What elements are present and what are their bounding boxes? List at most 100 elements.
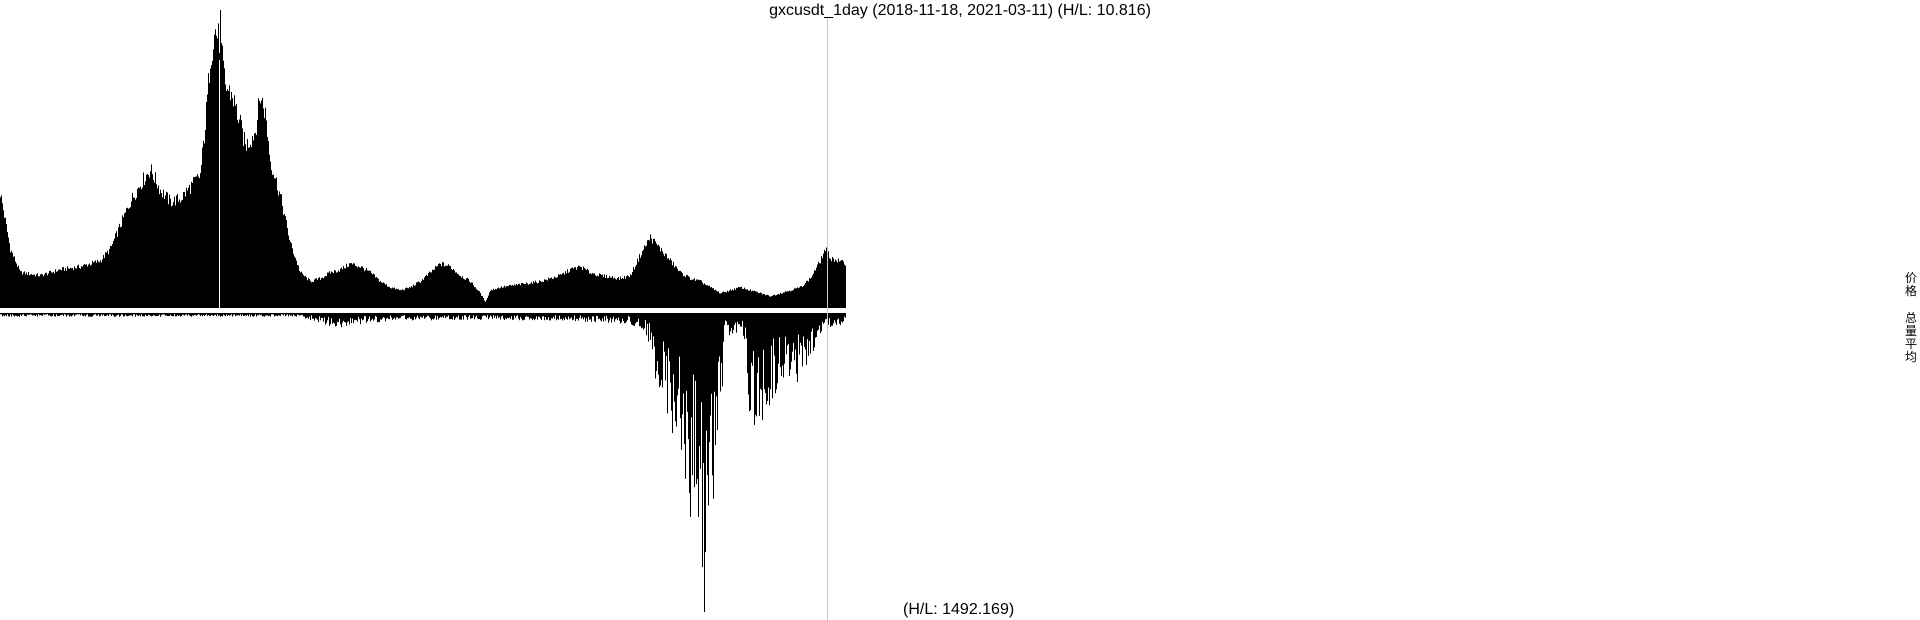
price-column <box>679 270 680 308</box>
price-column <box>421 281 422 308</box>
price-column <box>128 208 129 308</box>
price-column <box>27 275 28 308</box>
price-column <box>340 268 341 308</box>
price-column <box>438 264 439 308</box>
volume-bar <box>303 313 304 317</box>
volume-bar <box>535 313 536 319</box>
price-column <box>509 284 510 308</box>
price-column <box>770 296 771 308</box>
price-column <box>189 184 190 308</box>
price-column <box>728 291 729 308</box>
volume-bar <box>122 313 123 315</box>
price-column <box>720 293 721 308</box>
volume-bar <box>540 313 541 319</box>
volume-bar <box>839 313 840 324</box>
volume-bar <box>754 313 755 425</box>
price-column <box>235 105 236 308</box>
price-column <box>478 290 479 308</box>
price-column <box>231 91 232 308</box>
volume-bar <box>166 313 167 316</box>
volume-bar <box>659 313 660 388</box>
price-column <box>798 288 799 308</box>
price-column <box>242 128 243 308</box>
volume-bar <box>277 313 278 316</box>
volume-bar <box>167 313 168 316</box>
volume-bar <box>578 313 579 321</box>
price-column <box>659 246 660 308</box>
price-column <box>320 279 321 308</box>
volume-bar <box>618 313 619 318</box>
price-column <box>779 294 780 308</box>
volume-bar <box>757 313 758 373</box>
price-column <box>36 274 37 308</box>
volume-bar <box>341 313 342 328</box>
price-column <box>539 280 540 308</box>
volume-bar <box>748 313 749 395</box>
price-column <box>822 258 823 308</box>
price-column <box>232 98 233 308</box>
price-column <box>572 267 573 308</box>
volume-bar <box>202 313 203 317</box>
volume-bar <box>40 313 41 316</box>
price-column <box>373 273 374 308</box>
volume-bar <box>756 313 757 417</box>
price-column <box>33 274 34 308</box>
volume-bar <box>586 313 587 319</box>
volume-bar <box>324 313 325 318</box>
volume-bar <box>85 313 86 317</box>
volume-bar <box>26 313 27 317</box>
price-column <box>199 178 200 308</box>
volume-bar <box>686 313 687 391</box>
price-column <box>259 100 260 309</box>
chart-title: gxcusdt_1day (2018-11-18, 2021-03-11) (H… <box>769 2 1151 19</box>
volume-bar <box>729 313 730 336</box>
price-column <box>691 279 692 308</box>
volume-bar <box>169 313 170 317</box>
volume-bar <box>330 313 331 325</box>
volume-bar <box>527 313 528 317</box>
volume-bar <box>146 313 147 316</box>
volume-bar <box>46 313 47 315</box>
volume-bar <box>815 313 816 338</box>
price-column <box>107 250 108 308</box>
volume-bar <box>562 313 563 321</box>
price-column <box>594 273 595 308</box>
price-column <box>742 289 743 308</box>
price-column <box>692 279 693 308</box>
volume-bar <box>510 313 511 319</box>
price-column <box>477 290 478 308</box>
price-column <box>388 286 389 308</box>
volume-bar <box>73 313 74 315</box>
price-column <box>481 295 482 308</box>
price-column <box>574 267 575 308</box>
price-column <box>423 279 424 308</box>
price-column <box>609 276 610 308</box>
volume-bar <box>389 313 390 320</box>
volume-bar <box>280 313 281 317</box>
price-column <box>645 246 646 308</box>
price-column <box>760 292 761 308</box>
volume-bar <box>730 313 731 332</box>
volume-bar <box>714 313 715 392</box>
volume-bar <box>584 313 585 318</box>
price-column <box>11 250 12 308</box>
volume-bar <box>43 313 44 315</box>
price-column <box>164 198 165 308</box>
price-column <box>649 240 650 308</box>
volume-bar <box>208 313 209 315</box>
price-column <box>222 45 223 308</box>
price-column <box>167 192 168 308</box>
price-column <box>748 290 749 308</box>
price-column <box>271 170 272 308</box>
volume-bar <box>538 313 539 317</box>
price-column <box>674 267 675 308</box>
volume-bar <box>289 313 290 315</box>
volume-bar <box>178 313 179 316</box>
volume-bar <box>206 313 207 315</box>
price-column <box>698 279 699 308</box>
price-column <box>81 266 82 308</box>
volume-bar <box>474 313 475 320</box>
volume-bar <box>100 313 101 316</box>
price-column <box>629 277 630 308</box>
price-column <box>79 267 80 308</box>
